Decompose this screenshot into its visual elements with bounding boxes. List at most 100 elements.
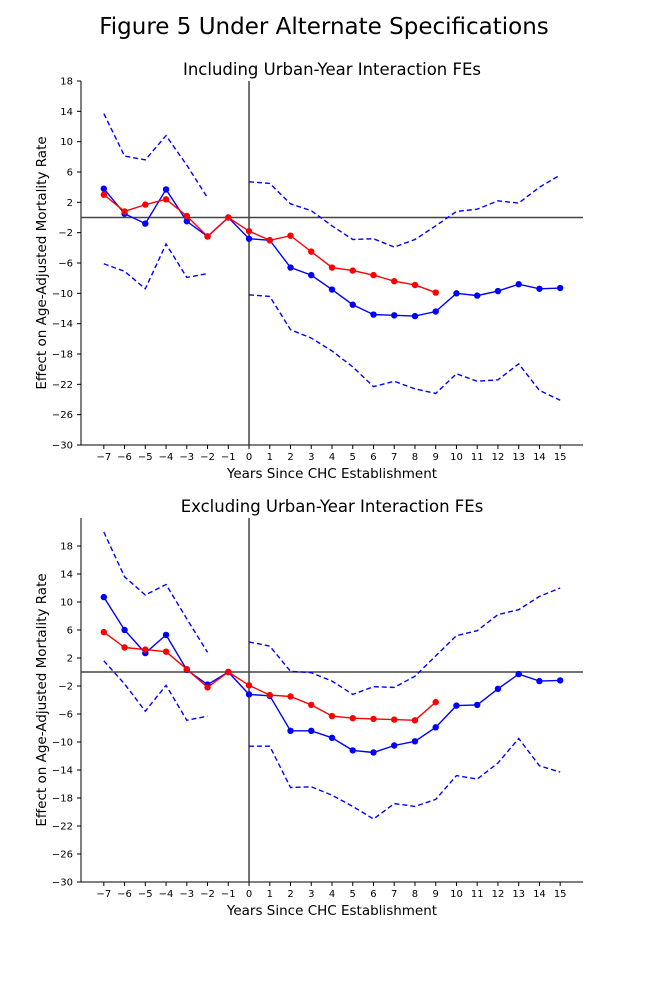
data-point-estimate [432,308,439,315]
data-point-estimate-alt [183,666,190,673]
data-point-estimate-alt [204,684,211,691]
series-line-upper-ci-post [248,587,561,696]
x-tick-label: −2 [200,889,215,900]
y-tick-label: −18 [52,794,73,805]
x-tick-label: 13 [512,889,525,900]
x-tick-label: −4 [159,889,174,900]
x-tick-label: 0 [246,889,252,900]
series-line-upper-ci-pre [103,531,209,653]
series-line-upper-ci-post [248,174,561,248]
data-point-estimate-alt [225,668,232,676]
data-point-estimate-alt [370,715,377,723]
x-tick-label: 7 [391,889,397,900]
y-tick-label: −26 [52,850,73,861]
data-point-estimate [100,593,108,601]
data-point-estimate-alt [142,201,149,208]
data-point-estimate [453,290,460,297]
data-point-estimate [328,734,336,741]
series-line-upper-ci-pre [103,113,209,199]
series-line-lower-ci-post [249,737,561,820]
chart-including-urban-year: Including Urban-Year Interaction FEs−30−… [34,60,583,482]
data-point-estimate [391,742,398,749]
data-point-estimate [287,727,294,734]
data-point-estimate [556,284,564,292]
data-point-estimate-alt [432,698,439,706]
data-point-estimate [183,218,190,225]
y-tick-label: −2 [58,228,73,239]
y-tick-label: −2 [58,682,73,693]
data-point-estimate [308,727,315,734]
x-tick-label: 15 [554,452,567,463]
data-point-estimate [370,311,377,318]
x-tick-label: 7 [391,452,397,463]
x-tick-label: 3 [308,452,314,463]
data-point-estimate [411,738,419,745]
x-tick-label: 3 [308,889,314,900]
data-point-estimate-alt [204,233,211,240]
data-point-estimate-alt [349,267,356,274]
data-point-estimate-alt [287,693,294,700]
y-tick-label: 14 [60,570,73,581]
series-line-lower-ci-pre [103,660,208,722]
data-point-estimate [328,286,336,293]
x-tick-label: 13 [512,452,525,463]
x-tick-label: −7 [96,452,111,463]
data-point-estimate [121,626,128,634]
x-tick-label: −6 [117,452,132,463]
x-axis-label: Years Since CHC Establishment [226,903,437,919]
data-point-estimate [245,235,253,242]
y-tick-label: 6 [67,168,73,179]
x-tick-label: 1 [267,452,273,463]
data-point-estimate-alt [225,214,232,221]
data-point-estimate-alt [121,208,128,215]
y-tick-label: 2 [67,654,73,665]
data-point-estimate [349,301,356,308]
data-point-estimate-alt [121,644,128,651]
x-tick-label: 14 [533,889,546,900]
data-point-estimate [556,677,564,684]
data-point-estimate [515,281,522,288]
y-tick-label: −22 [52,380,73,391]
y-axis-label: Effect on Age-Adjusted Mortality Rate [34,573,50,826]
x-tick-label: −5 [138,452,153,463]
chart-title: Excluding Urban-Year Interaction FEs [181,497,484,516]
data-point-estimate-alt [245,682,253,689]
x-tick-label: 4 [329,452,335,463]
data-point-estimate [453,702,460,709]
data-point-estimate [370,749,377,756]
x-tick-label: 12 [492,452,505,463]
data-point-estimate [432,724,439,731]
data-point-estimate-alt [432,289,439,296]
x-tick-label: −3 [179,452,194,463]
data-point-estimate-alt [349,715,356,722]
data-point-estimate-alt [391,716,398,723]
x-tick-label: −3 [179,889,194,900]
data-point-estimate-alt [245,227,253,235]
chart-excluding-urban-year: Excluding Urban-Year Interaction FEs −3 0 −… [34,497,583,919]
data-point-estimate [391,312,398,319]
y-tick-label: −6 [58,259,73,270]
data-point-estimate-alt [411,281,419,289]
data-point-estimate [142,220,149,227]
y-tick-label: 6 [67,626,73,637]
x-tick-label: 2 [287,452,293,463]
x-tick-label: −2 [200,452,215,463]
data-point-estimate-alt [411,717,419,724]
data-point-estimate-alt [183,212,190,220]
data-point-estimate-alt [308,248,315,255]
x-tick-label: 6 [370,452,376,463]
data-point-estimate [494,685,502,692]
x-tick-label: 11 [471,889,484,900]
data-point-estimate [536,677,543,685]
series-line-estimate [103,188,561,317]
y-tick-label: 18 [60,77,73,88]
data-point-estimate [474,292,481,299]
x-tick-label: 11 [471,452,484,463]
series-line-lower-ci-post [248,294,561,401]
x-tick-label: −5 [138,889,153,900]
data-point-estimate [245,691,253,698]
x-tick-label: 14 [533,452,546,463]
x-tick-label: 2 [287,889,293,900]
data-point-estimate [162,186,170,193]
x-tick-label: 1 [267,889,273,900]
